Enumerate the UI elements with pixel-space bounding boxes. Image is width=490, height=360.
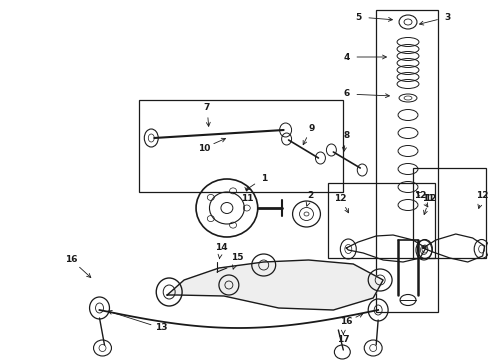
Polygon shape — [167, 260, 383, 310]
Text: 2: 2 — [307, 190, 314, 199]
Text: 12: 12 — [476, 190, 489, 199]
Bar — [413, 168, 486, 258]
Text: 11: 11 — [422, 194, 434, 202]
Text: 5: 5 — [355, 13, 362, 22]
Text: 10: 10 — [198, 144, 210, 153]
Text: 11: 11 — [241, 194, 253, 202]
Text: 6: 6 — [343, 90, 349, 99]
Text: 14: 14 — [215, 243, 227, 252]
Text: 1: 1 — [261, 174, 267, 183]
Text: 12: 12 — [424, 194, 436, 202]
Text: 9: 9 — [308, 123, 315, 132]
Text: 12: 12 — [334, 194, 346, 202]
Text: 13: 13 — [155, 324, 168, 333]
Text: 16: 16 — [65, 256, 78, 265]
Text: 15: 15 — [231, 253, 243, 262]
Bar — [328, 183, 435, 258]
Text: 3: 3 — [445, 13, 451, 22]
Text: 7: 7 — [204, 103, 210, 112]
Text: 4: 4 — [343, 53, 349, 62]
Text: 12: 12 — [414, 190, 426, 199]
Text: 16: 16 — [340, 318, 353, 327]
Bar — [376, 10, 438, 312]
Text: 8: 8 — [343, 131, 349, 140]
Bar — [139, 100, 343, 192]
Text: 17: 17 — [337, 336, 350, 345]
